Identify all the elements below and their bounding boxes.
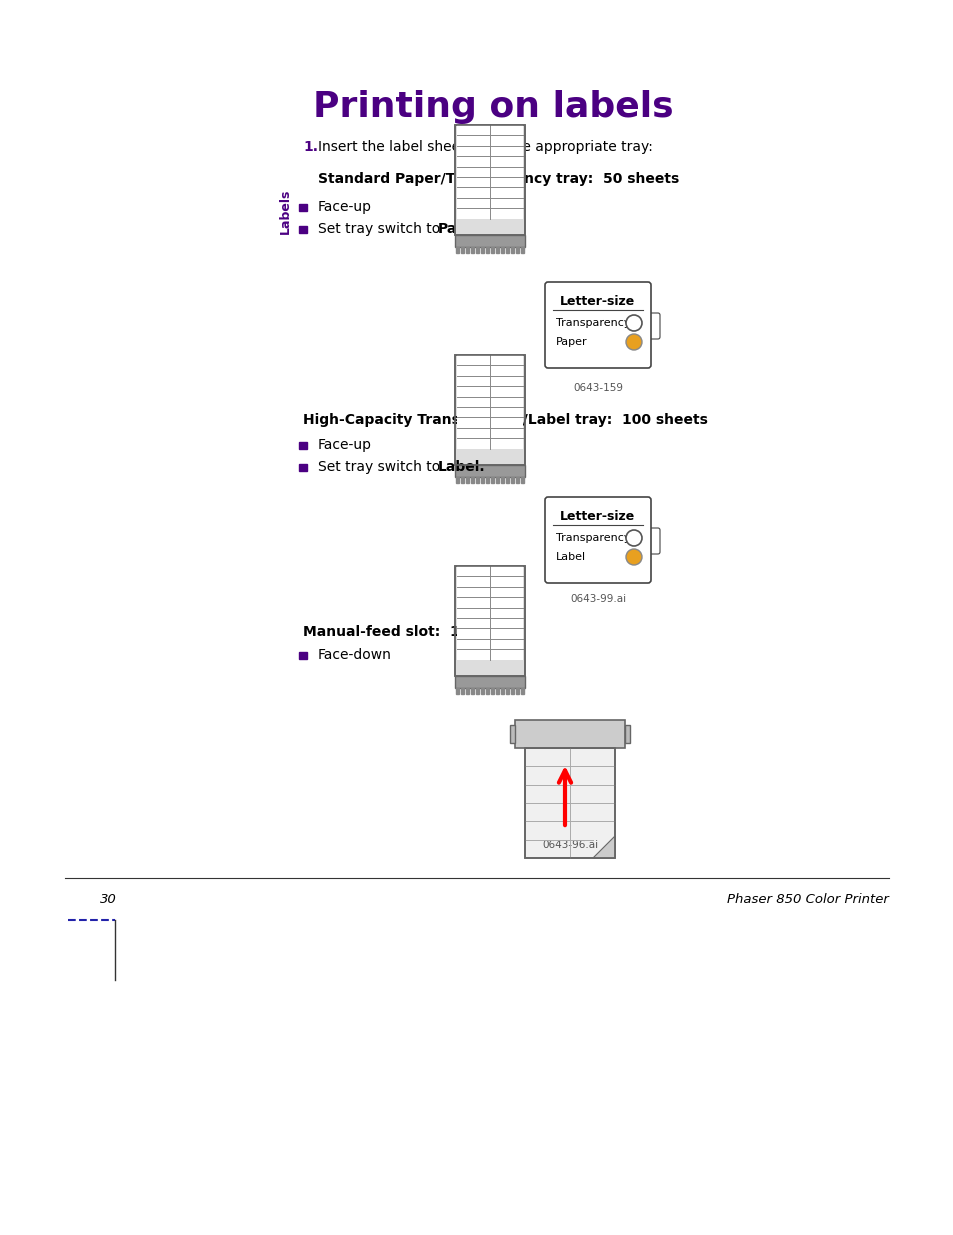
Text: Face-up: Face-up: [317, 438, 372, 452]
Bar: [500, 688, 503, 694]
Text: Paper: Paper: [556, 337, 587, 347]
Bar: [298, 226, 307, 232]
Bar: [455, 125, 524, 235]
FancyBboxPatch shape: [544, 496, 650, 583]
Bar: [515, 720, 624, 748]
Bar: [455, 125, 524, 235]
Bar: [520, 477, 523, 483]
Text: Manual-feed slot:  1 sheet: Manual-feed slot: 1 sheet: [303, 625, 508, 638]
Bar: [471, 247, 474, 253]
Bar: [520, 688, 523, 694]
Bar: [496, 477, 498, 483]
Text: Standard Paper/Transparency tray:  50 sheets: Standard Paper/Transparency tray: 50 she…: [317, 172, 679, 186]
Bar: [456, 247, 458, 253]
Text: Set tray switch to: Set tray switch to: [317, 459, 444, 474]
Bar: [460, 688, 463, 694]
Bar: [485, 247, 489, 253]
Text: High-Capacity Transparency/Label tray:  100 sheets: High-Capacity Transparency/Label tray: 1…: [303, 412, 707, 427]
Bar: [456, 125, 522, 219]
Text: 1.: 1.: [303, 140, 317, 154]
Bar: [298, 441, 307, 448]
FancyBboxPatch shape: [641, 312, 659, 338]
Bar: [476, 477, 478, 483]
Bar: [465, 477, 469, 483]
Bar: [455, 354, 524, 466]
Bar: [511, 477, 514, 483]
Bar: [511, 247, 514, 253]
FancyBboxPatch shape: [544, 282, 650, 368]
Bar: [524, 748, 615, 858]
Bar: [476, 247, 478, 253]
Bar: [491, 247, 494, 253]
Bar: [455, 676, 524, 688]
Bar: [516, 688, 518, 694]
Bar: [456, 566, 522, 659]
Text: Face-down: Face-down: [317, 648, 392, 662]
Text: Paper.: Paper.: [437, 222, 486, 236]
FancyBboxPatch shape: [641, 529, 659, 555]
Bar: [455, 354, 524, 466]
Text: Labels: Labels: [278, 188, 292, 233]
Bar: [505, 477, 509, 483]
Bar: [298, 204, 307, 210]
Bar: [491, 477, 494, 483]
Bar: [471, 477, 474, 483]
Text: Letter-size: Letter-size: [559, 510, 635, 522]
Text: Label: Label: [556, 552, 585, 562]
Text: 0643-96.ai: 0643-96.ai: [541, 840, 598, 850]
Bar: [516, 477, 518, 483]
Bar: [455, 566, 524, 676]
Circle shape: [625, 550, 641, 564]
Text: 0643-99.ai: 0643-99.ai: [569, 594, 625, 604]
Bar: [455, 566, 524, 676]
Text: Insert the label sheets into the appropriate tray:: Insert the label sheets into the appropr…: [317, 140, 652, 154]
Bar: [505, 247, 509, 253]
Bar: [500, 477, 503, 483]
Bar: [491, 688, 494, 694]
Text: 0643-159: 0643-159: [573, 383, 622, 393]
Bar: [460, 247, 463, 253]
Text: Face-up: Face-up: [317, 200, 372, 214]
Text: Label.: Label.: [437, 459, 485, 474]
Circle shape: [625, 333, 641, 350]
Bar: [456, 688, 458, 694]
Bar: [505, 688, 509, 694]
Bar: [298, 463, 307, 471]
Text: 30: 30: [100, 893, 116, 906]
Bar: [624, 725, 629, 743]
Bar: [456, 354, 522, 448]
Bar: [485, 688, 489, 694]
Text: Transparency: Transparency: [556, 317, 630, 329]
Bar: [510, 725, 515, 743]
Polygon shape: [593, 836, 615, 858]
Bar: [485, 477, 489, 483]
Bar: [516, 247, 518, 253]
Circle shape: [625, 530, 641, 546]
Bar: [465, 688, 469, 694]
Text: Set tray switch to: Set tray switch to: [317, 222, 444, 236]
Bar: [476, 688, 478, 694]
Bar: [480, 688, 483, 694]
Bar: [460, 477, 463, 483]
Circle shape: [625, 315, 641, 331]
Bar: [471, 688, 474, 694]
Text: Printing on labels: Printing on labels: [313, 90, 673, 124]
Bar: [524, 748, 615, 858]
Text: Transparency: Transparency: [556, 534, 630, 543]
Bar: [511, 688, 514, 694]
Bar: [298, 652, 307, 658]
Bar: [496, 247, 498, 253]
Bar: [456, 477, 458, 483]
Text: Letter-size: Letter-size: [559, 295, 635, 308]
Bar: [480, 477, 483, 483]
Bar: [465, 247, 469, 253]
Bar: [455, 235, 524, 247]
Bar: [520, 247, 523, 253]
Bar: [496, 688, 498, 694]
Bar: [480, 247, 483, 253]
Bar: [500, 247, 503, 253]
Text: Phaser 850 Color Printer: Phaser 850 Color Printer: [726, 893, 888, 906]
Bar: [455, 466, 524, 477]
